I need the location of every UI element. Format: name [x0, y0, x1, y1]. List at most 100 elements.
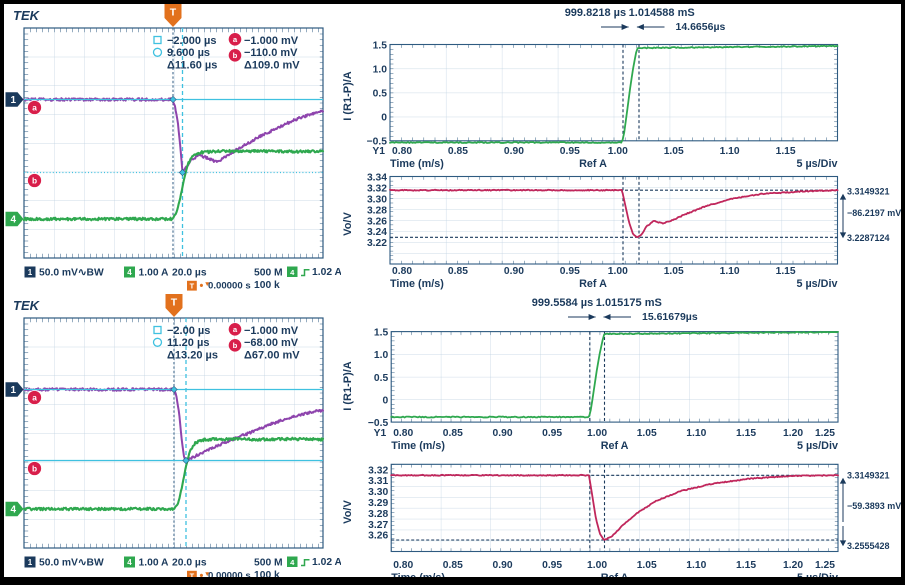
svg-text:4: 4	[127, 268, 132, 277]
svg-text:0.90: 0.90	[493, 560, 513, 571]
svg-text:0.80: 0.80	[393, 428, 413, 439]
svg-text:a: a	[32, 392, 37, 402]
svg-text:0.00000 s: 0.00000 s	[208, 280, 251, 291]
svg-text:3.2287124: 3.2287124	[847, 233, 890, 243]
svg-text:T: T	[190, 282, 195, 291]
svg-text:500 M: 500 M	[254, 557, 283, 568]
svg-text:1.15: 1.15	[776, 266, 796, 277]
svg-text:0.90: 0.90	[504, 266, 524, 277]
svg-text:1.5: 1.5	[374, 328, 389, 339]
svg-text:1.014588 mS: 1.014588 mS	[629, 7, 695, 19]
svg-text:Δ11.60 µs: Δ11.60 µs	[167, 60, 217, 72]
svg-text:−2.00 µs: −2.00 µs	[167, 325, 210, 337]
svg-text:1: 1	[28, 268, 33, 277]
svg-text:3.26: 3.26	[367, 216, 387, 227]
svg-text:1.20: 1.20	[783, 560, 803, 571]
svg-text:3.32: 3.32	[367, 183, 387, 194]
svg-text:1.10: 1.10	[720, 146, 740, 157]
svg-text:1.05: 1.05	[637, 428, 657, 439]
svg-text:0.95: 0.95	[542, 560, 562, 571]
svg-text:5 µs/Div: 5 µs/Div	[796, 278, 837, 290]
svg-text:1.10: 1.10	[686, 560, 706, 571]
svg-text:999.5584 µs: 999.5584 µs	[532, 297, 593, 309]
svg-text:1.20: 1.20	[783, 428, 803, 439]
svg-text:1.15: 1.15	[736, 560, 756, 571]
svg-text:100 k: 100 k	[254, 570, 280, 577]
svg-text:1.02 A: 1.02 A	[312, 267, 341, 278]
svg-text:3.27: 3.27	[368, 520, 388, 531]
svg-text:1.015175 mS: 1.015175 mS	[596, 297, 662, 309]
svg-text:0.5: 0.5	[373, 89, 388, 100]
svg-text:b: b	[233, 341, 238, 350]
svg-text:3.30: 3.30	[367, 194, 387, 205]
svg-text:1.00: 1.00	[587, 428, 607, 439]
svg-text:0: 0	[381, 113, 387, 124]
svg-text:T: T	[171, 297, 178, 309]
svg-text:3.29: 3.29	[368, 498, 388, 509]
svg-text:•: •	[200, 280, 204, 292]
svg-text:3.28: 3.28	[368, 509, 388, 520]
svg-text:−1.000 mV: −1.000 mV	[244, 35, 299, 47]
svg-text:Δ13.20 µs: Δ13.20 µs	[167, 350, 218, 362]
svg-text:T: T	[170, 7, 177, 19]
svg-text:1.00: 1.00	[587, 560, 607, 571]
svg-text:a: a	[32, 102, 37, 112]
svg-text:Δ109.0 mV: Δ109.0 mV	[244, 60, 300, 72]
svg-text:3.32: 3.32	[368, 465, 388, 476]
svg-text:Y1: Y1	[372, 146, 385, 157]
svg-text:−68.00 mV: −68.00 mV	[244, 337, 299, 349]
svg-text:1.10: 1.10	[720, 266, 740, 277]
svg-text:Ref A: Ref A	[601, 572, 629, 577]
svg-text:0.80: 0.80	[392, 146, 412, 157]
svg-text:0: 0	[382, 396, 388, 407]
svg-text:−2.000 µs: −2.000 µs	[167, 35, 216, 47]
svg-text:5 µs/Div: 5 µs/Div	[796, 158, 837, 170]
svg-text:0.90: 0.90	[504, 146, 524, 157]
svg-text:1.15: 1.15	[776, 146, 796, 157]
svg-text:0.95: 0.95	[560, 146, 580, 157]
svg-text:50.0 mV∿BW: 50.0 mV∿BW	[39, 557, 104, 568]
svg-text:Ref A: Ref A	[601, 440, 629, 452]
svg-text:1.0: 1.0	[373, 65, 388, 76]
svg-text:4: 4	[11, 505, 17, 516]
svg-text:Time (m/s): Time (m/s)	[390, 278, 444, 290]
svg-text:Y1: Y1	[374, 428, 387, 439]
svg-text:100 k: 100 k	[254, 280, 280, 291]
svg-text:0.00000 s: 0.00000 s	[208, 570, 251, 577]
svg-text:Time (m/s): Time (m/s)	[391, 440, 445, 452]
svg-text:1.10: 1.10	[686, 428, 706, 439]
svg-text:3.30: 3.30	[368, 487, 388, 498]
svg-text:0.95: 0.95	[560, 266, 580, 277]
svg-text:1.05: 1.05	[664, 146, 684, 157]
svg-text:1: 1	[28, 558, 33, 567]
svg-text:0.5: 0.5	[374, 373, 389, 384]
svg-text:11.20 µs: 11.20 µs	[167, 337, 209, 349]
svg-text:1: 1	[11, 385, 17, 396]
svg-text:5 µs/Div: 5 µs/Div	[797, 572, 838, 577]
svg-text:3.34: 3.34	[367, 173, 387, 184]
svg-text:1.5: 1.5	[373, 41, 388, 52]
svg-text:1.05: 1.05	[637, 560, 657, 571]
svg-text:50.0 mV∿BW: 50.0 mV∿BW	[39, 267, 104, 278]
svg-text:3.26: 3.26	[368, 531, 388, 542]
svg-text:Vo/V: Vo/V	[342, 500, 354, 524]
svg-text:1.00 A: 1.00 A	[139, 557, 170, 568]
svg-text:a: a	[233, 35, 238, 44]
svg-text:3.22: 3.22	[367, 238, 387, 249]
svg-text:0.85: 0.85	[448, 266, 468, 277]
svg-text:1.15: 1.15	[736, 428, 756, 439]
svg-text:I (R1-P)/A: I (R1-P)/A	[342, 361, 354, 411]
svg-text:14.6656µs: 14.6656µs	[676, 21, 726, 33]
svg-text:4: 4	[127, 558, 132, 567]
svg-text:0.95: 0.95	[542, 428, 562, 439]
svg-text:3.31: 3.31	[368, 476, 388, 487]
svg-text:TEK: TEK	[13, 298, 41, 313]
svg-text:5 µs/Div: 5 µs/Div	[797, 440, 838, 452]
svg-text:20.0 µs: 20.0 µs	[172, 267, 207, 278]
svg-text:15.61679µs: 15.61679µs	[642, 311, 698, 323]
svg-text:1.25: 1.25	[815, 428, 835, 439]
svg-text:0.85: 0.85	[443, 560, 463, 571]
svg-text:9.600 µs: 9.600 µs	[167, 47, 210, 59]
svg-text:TEK: TEK	[13, 8, 41, 23]
svg-text:−59.3893 mV: −59.3893 mV	[847, 501, 901, 511]
